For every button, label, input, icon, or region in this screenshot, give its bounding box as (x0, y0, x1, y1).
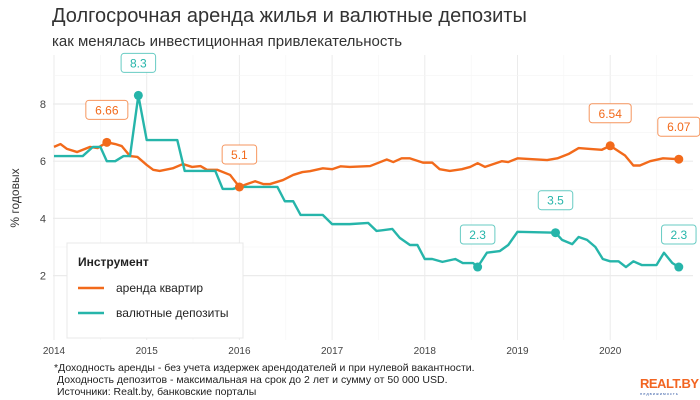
data-label: 5.1 (231, 148, 248, 162)
chart-subtitle: как менялась инвестиционная привлекатель… (52, 33, 403, 50)
data-label: 8.3 (130, 56, 147, 70)
legend-label-1: валютные депозиты (116, 306, 228, 320)
data-label: 6.66 (95, 103, 119, 117)
highlight-point (674, 154, 684, 164)
y-tick-label: 4 (40, 213, 46, 225)
y-tick-label: 2 (40, 271, 46, 283)
data-label: 2.3 (469, 228, 486, 242)
data-label: 2.3 (670, 228, 687, 242)
realt-logo-sub: недвижимость (640, 391, 679, 396)
series-line-1 (54, 94, 680, 269)
data-label-box (588, 103, 632, 124)
realt-logo: REALT.BY (640, 376, 699, 391)
series-line-0 (53, 141, 679, 189)
footnote-2: Доходность депозитов - максимальная на с… (57, 374, 448, 386)
highlight-point (102, 137, 112, 147)
highlight-point (133, 90, 143, 100)
data-label-box (537, 190, 574, 211)
legend-box (66, 242, 244, 339)
data-label: 6.54 (599, 107, 623, 121)
x-tick-label: 2017 (321, 346, 344, 357)
data-label-box (221, 144, 258, 165)
highlight-point (234, 182, 244, 192)
chart-title: Долгосрочная аренда жилья и валютные деп… (52, 5, 527, 27)
highlight-point (473, 262, 483, 272)
data-label-box (459, 224, 496, 245)
highlight-point (674, 262, 684, 272)
legend-label-0: аренда квартир (116, 281, 203, 295)
footnote-1: *Доходность аренды - без учета издержек … (54, 362, 475, 374)
x-tick-label: 2014 (43, 346, 66, 357)
data-label-box (661, 224, 697, 245)
x-tick-label: 2020 (599, 346, 622, 357)
x-tick-label: 2019 (506, 346, 529, 357)
x-tick-label: 2016 (228, 346, 251, 357)
y-tick-label: 8 (40, 99, 46, 111)
data-label: 3.5 (547, 194, 564, 208)
footnote-3: Источники: Realt.by, банковские порталы (57, 386, 257, 398)
data-label-box (85, 99, 129, 120)
legend-title: Инструмент (78, 255, 149, 269)
x-tick-label: 2015 (136, 346, 159, 357)
x-tick-label: 2018 (414, 346, 437, 357)
y-tick-label: 6 (40, 156, 46, 168)
y-axis-label: % годовых (8, 168, 22, 227)
highlight-point (605, 141, 615, 151)
highlight-point (551, 228, 561, 238)
data-label: 6.07 (667, 120, 691, 134)
data-label-box (120, 52, 157, 73)
